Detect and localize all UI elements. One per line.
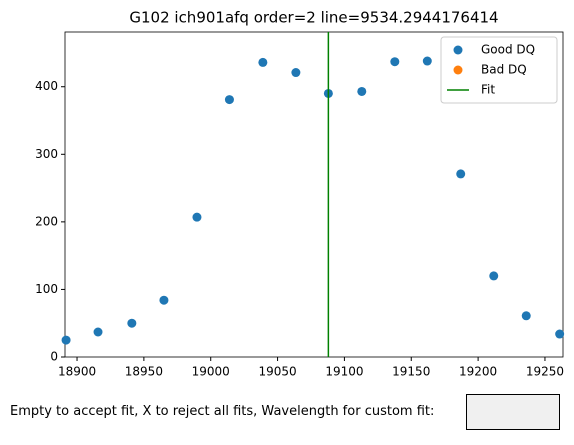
x-tick-label: 18950: [125, 365, 163, 379]
x-tick-label: 19150: [392, 365, 430, 379]
point: [127, 318, 137, 328]
legend-label: Good DQ: [481, 43, 535, 57]
legend-marker: [453, 45, 463, 55]
point: [456, 169, 466, 179]
point: [521, 311, 531, 321]
point: [357, 86, 367, 96]
y-tick-label: 0: [50, 350, 58, 364]
y-tick-label: 200: [35, 214, 58, 228]
chart: G102 ich901afq order=2 line=9534.2944176…: [35, 9, 565, 379]
point: [422, 56, 432, 66]
chart-title: G102 ich901afq order=2 line=9534.2944176…: [129, 9, 498, 27]
point: [489, 271, 499, 281]
text-input[interactable]: [466, 394, 560, 430]
legend-box: [440, 36, 558, 104]
x-tick-label: 19250: [526, 365, 564, 379]
x-tick-label: 19000: [192, 365, 230, 379]
point: [159, 295, 169, 305]
x-tick-label: 19200: [459, 365, 497, 379]
legend-label: Fit: [481, 83, 495, 97]
point: [291, 68, 301, 78]
point: [192, 212, 202, 222]
prompt-label: Empty to accept fit, X to reject all fit…: [10, 404, 435, 419]
plot-frame: [64, 31, 564, 358]
y-tick-label: 400: [35, 79, 58, 93]
point: [93, 327, 103, 337]
y-tick-label: 100: [35, 282, 58, 296]
x-tick-label: 19050: [258, 365, 296, 379]
point: [390, 57, 400, 67]
point: [224, 95, 234, 105]
point: [61, 335, 71, 345]
legend-marker: [453, 65, 463, 75]
point: [258, 57, 268, 67]
legend-label: Bad DQ: [481, 63, 527, 77]
y-tick-label: 300: [35, 147, 58, 161]
point: [555, 329, 565, 339]
x-tick-label: 18900: [58, 365, 96, 379]
x-tick-label: 19100: [325, 365, 363, 379]
